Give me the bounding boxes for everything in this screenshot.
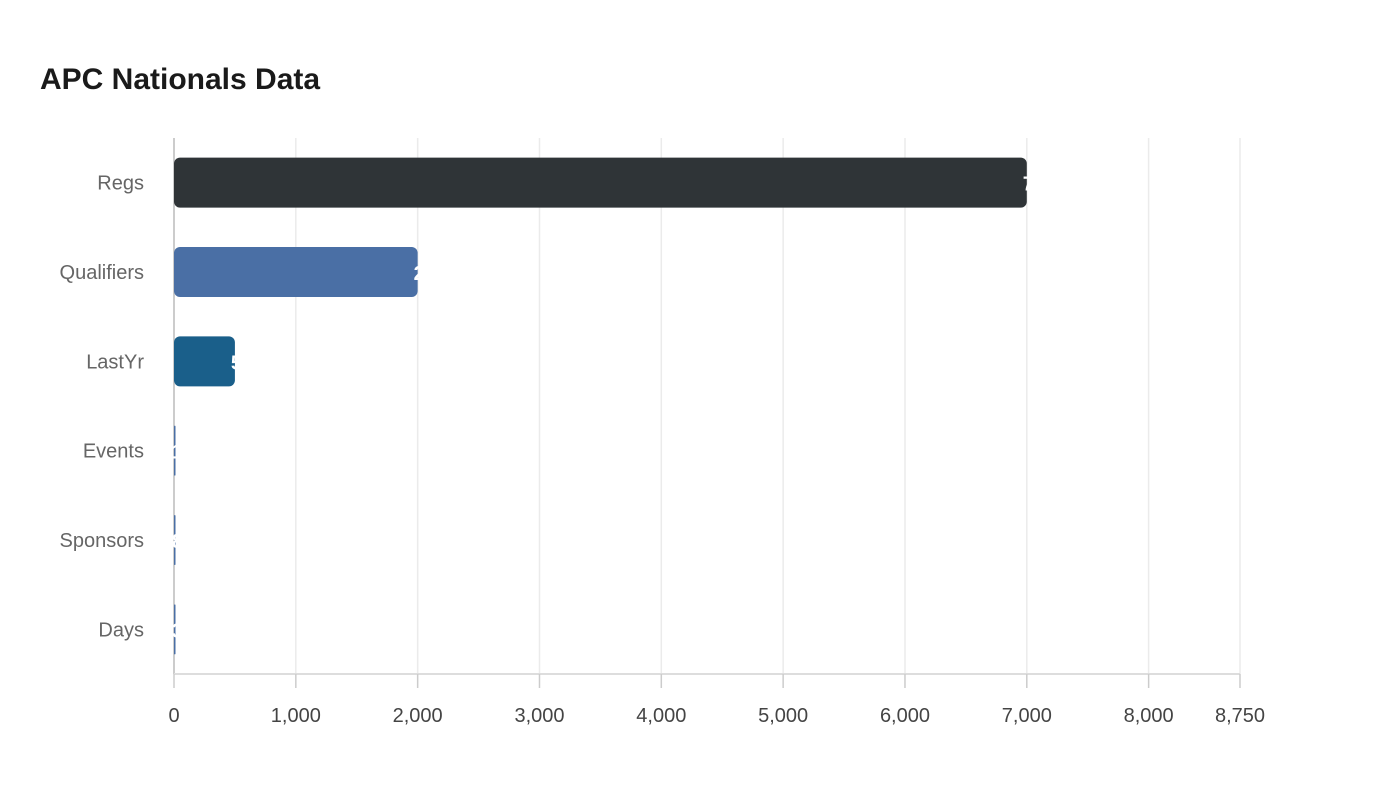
x-tick-label: 8,750	[1215, 705, 1265, 727]
bar	[174, 604, 176, 655]
bar	[174, 247, 418, 297]
x-tick-label: 4,000	[636, 705, 686, 727]
x-tick-label: 1,000	[271, 705, 321, 727]
category-label: LastYr	[86, 351, 144, 373]
x-tick-label: 8,000	[1124, 705, 1174, 727]
category-label: Events	[83, 441, 144, 463]
x-tick-label: 0	[168, 705, 179, 727]
data-label: 7000	[1023, 174, 1068, 196]
data-label: 2000	[414, 263, 459, 285]
x-tick-label: 5,000	[758, 705, 808, 727]
category-label: Days	[98, 619, 144, 641]
x-tick-label: 7,000	[1002, 705, 1052, 727]
bar	[174, 157, 1027, 208]
data-label: 12	[172, 442, 194, 464]
data-label: 500	[231, 352, 264, 374]
bar	[174, 425, 176, 476]
data-label: 3	[172, 620, 183, 642]
x-tick-label: 6,000	[880, 705, 930, 727]
category-label: Qualifiers	[60, 262, 144, 284]
data-label: 8	[172, 531, 183, 553]
category-label: Sponsors	[60, 530, 145, 552]
bar	[174, 515, 176, 565]
category-label: Regs	[97, 173, 144, 195]
x-tick-label: 2,000	[393, 705, 443, 727]
x-tick-label: 3,000	[514, 705, 564, 727]
chart-title: APC Nationals Data	[40, 63, 321, 96]
bar	[174, 336, 235, 387]
